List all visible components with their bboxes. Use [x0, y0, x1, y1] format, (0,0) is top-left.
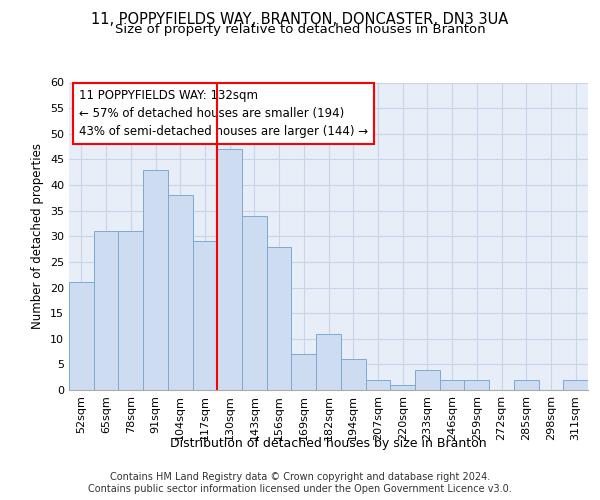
Bar — [193, 242, 217, 390]
Bar — [514, 380, 539, 390]
Bar — [118, 231, 143, 390]
Bar — [217, 149, 242, 390]
Text: Contains public sector information licensed under the Open Government Licence v3: Contains public sector information licen… — [88, 484, 512, 494]
Bar — [316, 334, 341, 390]
Bar — [267, 246, 292, 390]
Bar — [94, 231, 118, 390]
Bar — [292, 354, 316, 390]
Bar — [415, 370, 440, 390]
Text: 11 POPPYFIELDS WAY: 132sqm
← 57% of detached houses are smaller (194)
43% of sem: 11 POPPYFIELDS WAY: 132sqm ← 57% of deta… — [79, 88, 368, 138]
Bar — [69, 282, 94, 390]
Bar — [143, 170, 168, 390]
Bar — [390, 385, 415, 390]
Text: Distribution of detached houses by size in Branton: Distribution of detached houses by size … — [170, 438, 487, 450]
Y-axis label: Number of detached properties: Number of detached properties — [31, 143, 44, 329]
Bar — [464, 380, 489, 390]
Text: Contains HM Land Registry data © Crown copyright and database right 2024.: Contains HM Land Registry data © Crown c… — [110, 472, 490, 482]
Bar — [168, 195, 193, 390]
Bar — [341, 359, 365, 390]
Text: Size of property relative to detached houses in Branton: Size of property relative to detached ho… — [115, 22, 485, 36]
Text: 11, POPPYFIELDS WAY, BRANTON, DONCASTER, DN3 3UA: 11, POPPYFIELDS WAY, BRANTON, DONCASTER,… — [91, 12, 509, 28]
Bar — [242, 216, 267, 390]
Bar — [440, 380, 464, 390]
Bar — [365, 380, 390, 390]
Bar — [563, 380, 588, 390]
